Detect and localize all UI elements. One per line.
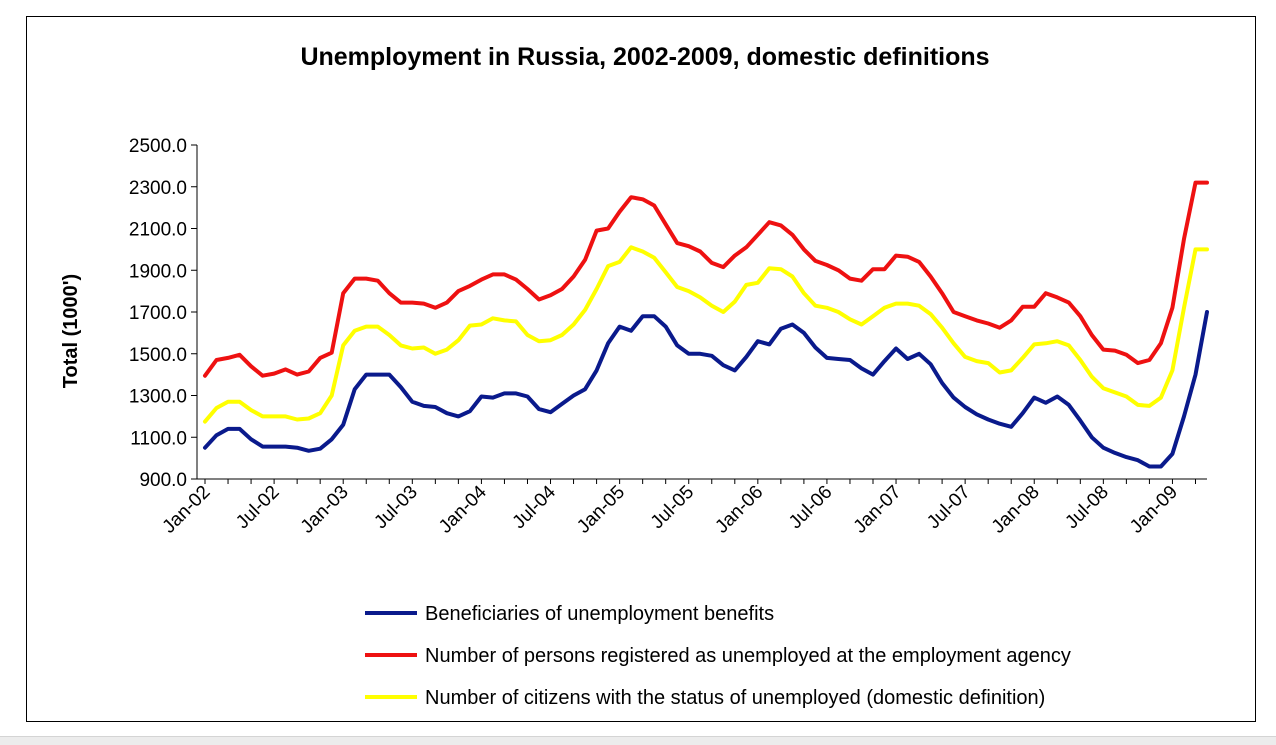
x-tick-label: Jul-05 (647, 482, 698, 533)
y-tick-label: 2300.0 (129, 178, 187, 199)
legend-label-3: Number of citizens with the status of un… (425, 687, 1045, 709)
x-tick-label: Jan-06 (711, 482, 767, 538)
x-tick-label: Jan-03 (297, 482, 353, 538)
y-tick-label: 1300.0 (129, 387, 187, 408)
plot-area: 2500.0 2300.0 2100.0 1900.0 1700.0 1500.0 1300… (129, 136, 1209, 538)
x-tick-label: Jan-08 (988, 482, 1044, 538)
x-tick-label: Jan-07 (850, 482, 906, 538)
y-tick-label: 1700.0 (129, 303, 187, 324)
legend-label-1: Beneficiaries of unemployment benefits (425, 603, 774, 625)
series-line-1 (203, 310, 1209, 469)
x-tick-label: Jul-06 (785, 482, 836, 533)
x-tick-label: Jul-03 (370, 482, 421, 533)
x-tick-label: Jul-04 (509, 481, 561, 533)
x-tick-label: Jul-08 (1061, 482, 1112, 533)
y-tick-label: 1500.0 (129, 345, 187, 366)
series-line-2 (203, 180, 1209, 378)
y-tick-label: 900.0 (139, 470, 187, 491)
x-tick-label: Jul-07 (923, 482, 974, 533)
x-tick-label: Jan-09 (1126, 482, 1182, 538)
legend-label-2: Number of persons registered as unemploy… (425, 645, 1071, 667)
chart-title: Unemployment in Russia, 2002-2009, domes… (300, 43, 989, 71)
y-tick-label: 1100.0 (130, 428, 187, 449)
y-tick-label: 2500.0 (129, 136, 187, 157)
y-tick-label: 2100.0 (129, 220, 187, 241)
line-chart: Unemployment in Russia, 2002-2009, domes… (60, 43, 1209, 709)
series-line-3 (203, 245, 1209, 424)
y-axis-label: Total (1000') (60, 274, 82, 388)
x-tick-label: Jan-05 (573, 482, 629, 538)
legend: Beneficiaries of unemployment benefits Nu… (365, 603, 1071, 709)
chart-frame: Unemployment in Russia, 2002-2009, domes… (26, 16, 1256, 722)
window-bottom-edge (0, 736, 1276, 745)
y-tick-label: 1900.0 (129, 261, 187, 282)
x-tick-label: Jul-02 (232, 482, 283, 533)
x-tick-label: Jan-04 (435, 481, 491, 537)
